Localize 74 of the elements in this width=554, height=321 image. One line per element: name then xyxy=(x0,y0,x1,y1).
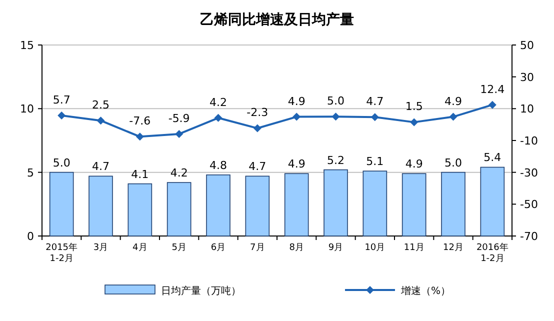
y2-tick-label: -70 xyxy=(520,230,538,243)
chart-title: 乙烯同比增速及日均产量 xyxy=(200,11,354,28)
y-tick-label: 5 xyxy=(27,166,34,180)
data-label: 5.7 xyxy=(52,94,70,107)
bar xyxy=(88,176,113,236)
bar xyxy=(362,170,388,236)
y2-tick-label: 30 xyxy=(520,70,534,84)
x-tick-label: 5月 xyxy=(172,243,186,253)
data-label: 4.9 xyxy=(405,158,423,171)
y-tick-label: 0 xyxy=(27,230,34,243)
point xyxy=(253,124,262,132)
point xyxy=(136,132,144,141)
point xyxy=(488,100,496,109)
data-label: 5.2 xyxy=(327,154,344,167)
bar xyxy=(284,173,309,236)
data-label: 4.2 xyxy=(170,166,188,180)
point xyxy=(410,118,418,126)
data-label: 5.0 xyxy=(327,94,344,108)
data-label: 12.4 xyxy=(480,82,505,96)
x-tick-label: 2015年 1-2月 xyxy=(46,242,78,264)
y2-tick-label: -50 xyxy=(520,198,538,212)
x-tick-label: 2016年 1-2月 xyxy=(476,242,508,264)
x-tick-label: 9月 xyxy=(328,243,344,253)
x-tick-label: 4月 xyxy=(132,243,148,253)
x-tick-label: 10月 xyxy=(364,243,386,253)
data-label: -5.9 xyxy=(168,112,190,125)
legend-label: 增速（%） xyxy=(400,285,451,297)
bar xyxy=(206,174,230,236)
point xyxy=(292,112,301,121)
y-tick-label: 10 xyxy=(20,102,34,116)
bar xyxy=(166,182,192,236)
bar xyxy=(480,166,505,236)
data-label: 5.4 xyxy=(484,151,502,164)
point xyxy=(96,116,105,125)
data-label: 5.1 xyxy=(366,155,384,168)
point xyxy=(370,113,379,122)
bar xyxy=(441,172,466,236)
y2-tick-label: 50 xyxy=(520,39,534,52)
data-label: 4.7 xyxy=(92,160,110,174)
bar xyxy=(49,172,74,236)
y-tick-label: 15 xyxy=(20,39,34,52)
x-tick-label: 6月 xyxy=(210,243,226,253)
data-label: 5.0 xyxy=(444,156,462,170)
data-label: -7.6 xyxy=(129,114,151,128)
bar xyxy=(324,169,348,236)
point xyxy=(214,114,222,122)
data-label: 4.2 xyxy=(210,96,227,109)
data-label: 4.7 xyxy=(248,160,266,174)
x-tick-label: 12月 xyxy=(443,243,464,253)
data-label: 4.7 xyxy=(366,95,384,108)
y2-tick-label: -30 xyxy=(520,166,538,180)
x-tick-label: 7月 xyxy=(250,243,265,253)
legend-label: 日均产量（万吨） xyxy=(161,285,241,297)
x-tick-label: 3月 xyxy=(93,243,108,253)
point xyxy=(58,112,66,120)
data-label: 4.9 xyxy=(288,94,306,108)
data-label: 1.5 xyxy=(405,100,423,114)
data-label: 2.5 xyxy=(92,98,110,112)
point xyxy=(332,112,340,121)
point xyxy=(175,130,184,138)
data-label: 4.9 xyxy=(444,94,462,108)
data-label: -2.3 xyxy=(246,106,268,120)
y2-tick-label: 10 xyxy=(520,102,534,116)
data-label: 4.1 xyxy=(131,168,149,181)
x-tick-label: 11月 xyxy=(404,243,424,253)
bar xyxy=(245,176,270,236)
x-tick-label: 8月 xyxy=(289,243,304,253)
bar xyxy=(402,173,426,236)
point xyxy=(449,112,458,121)
data-label: 4.9 xyxy=(288,158,306,171)
bar xyxy=(128,183,152,236)
data-label: 5.0 xyxy=(52,156,70,170)
data-label: 4.8 xyxy=(210,158,227,172)
y2-tick-label: -10 xyxy=(520,134,538,148)
